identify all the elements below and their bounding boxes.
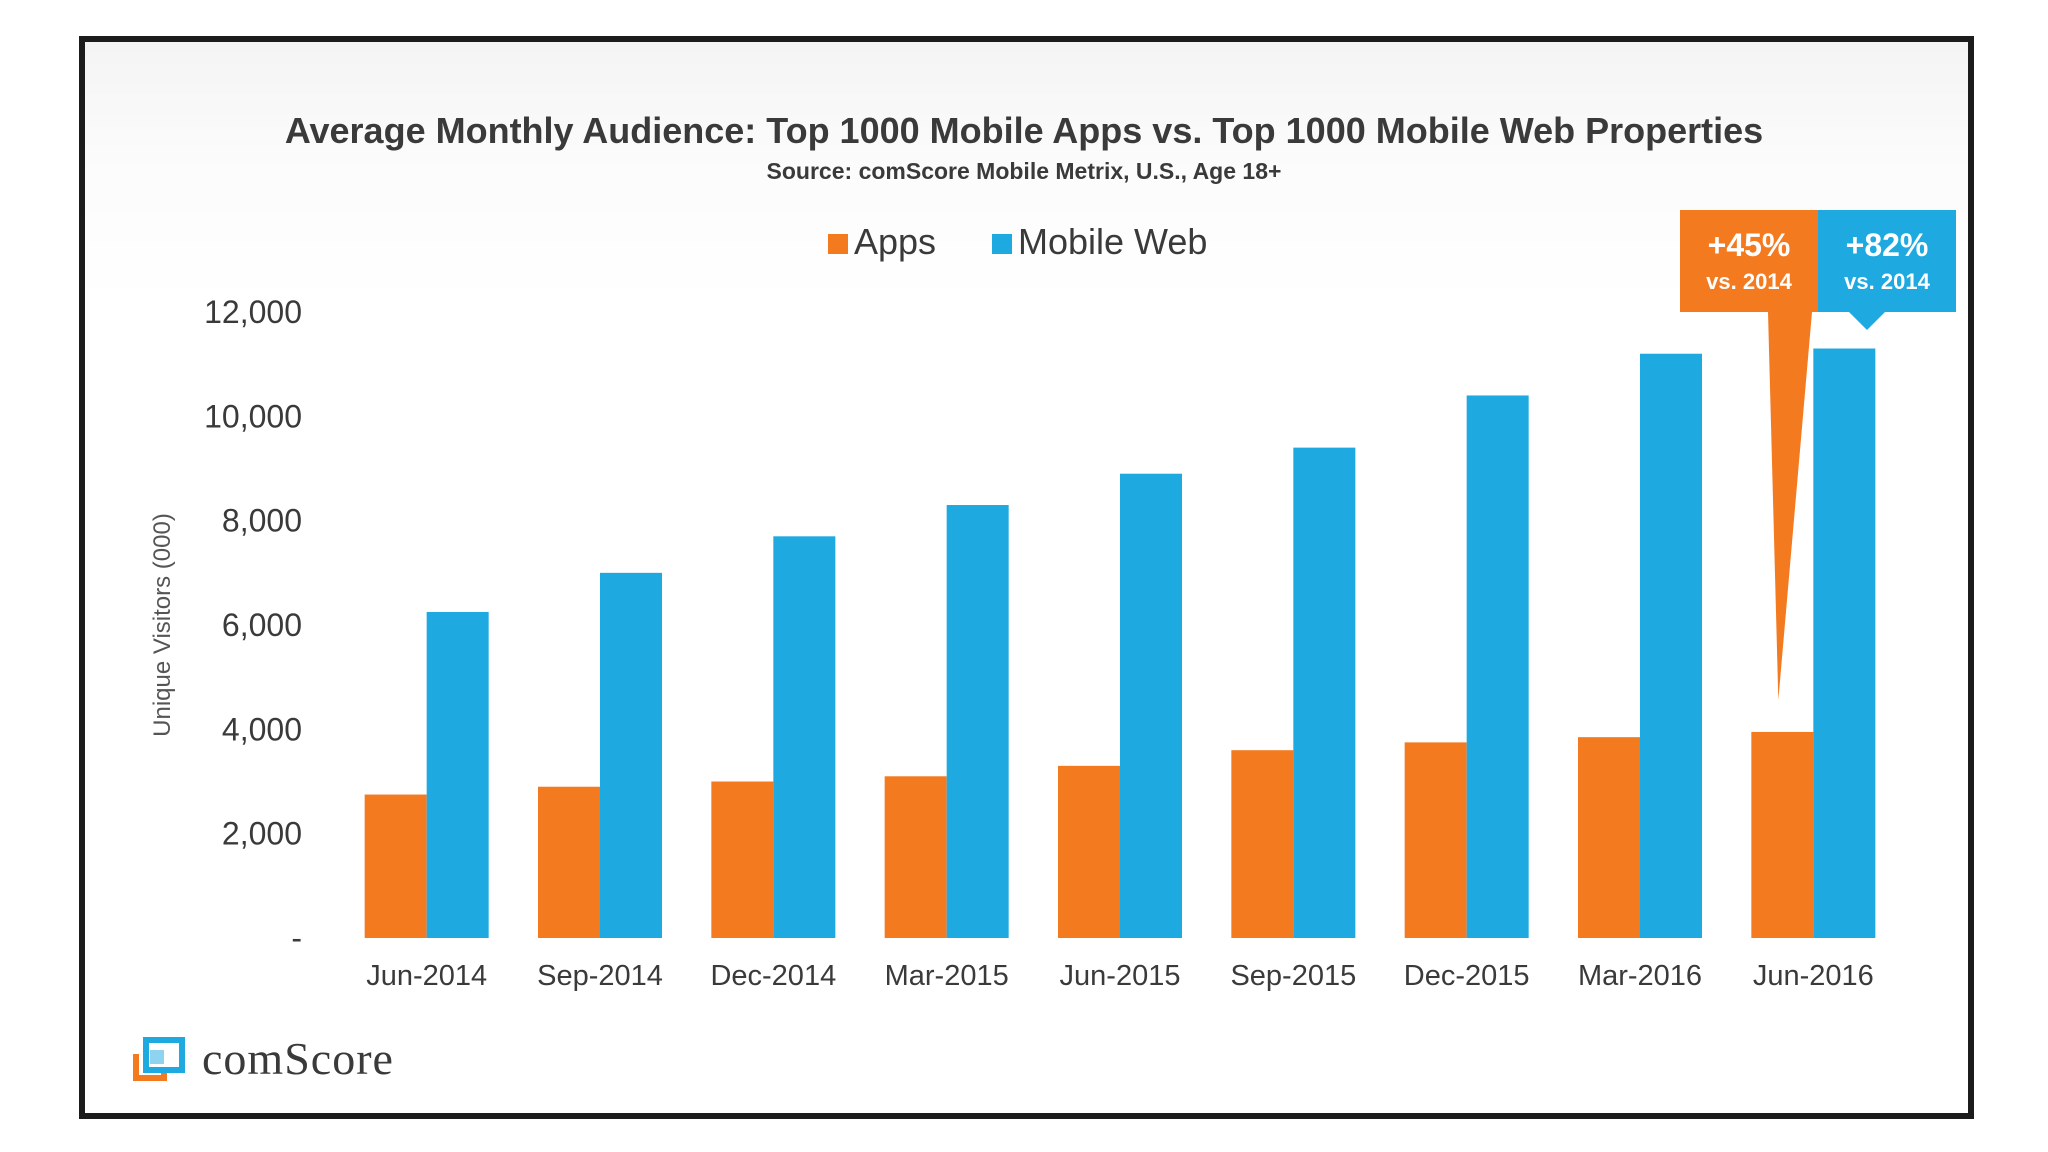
bar-apps (711, 781, 774, 938)
legend-swatch-mobile-web (992, 234, 1012, 254)
chart-subtitle: Source: comScore Mobile Metrix, U.S., Ag… (766, 158, 1282, 184)
y-tick-label: 12,000 (204, 294, 302, 330)
y-axis-title: Unique Visitors (000) (149, 513, 176, 737)
bar-apps (538, 786, 600, 938)
x-tick-label: Mar-2015 (885, 960, 1009, 992)
bar-mobile-web (1813, 348, 1876, 938)
y-tick-label: 2,000 (222, 816, 302, 852)
bar-mobile-web (1466, 395, 1529, 938)
callout-apps-value: +45% (1708, 227, 1791, 263)
legend-label-apps: Apps (854, 221, 936, 262)
y-tick-label: 6,000 (222, 607, 302, 643)
comscore-logo: comScore (130, 1030, 394, 1086)
bar-mobile-web (773, 536, 836, 938)
bar-apps (364, 794, 427, 938)
legend-swatch-apps (828, 234, 848, 254)
callout-mobile-web-box (1818, 210, 1956, 312)
x-tick-label: Jun-2014 (366, 960, 487, 992)
callout-mobile-web-subtext: vs. 2014 (1844, 269, 1930, 294)
bar-mobile-web (1640, 353, 1702, 938)
bar-apps (884, 776, 947, 938)
x-tick-label: Sep-2015 (1230, 960, 1356, 992)
bar-apps (1578, 737, 1640, 938)
x-tick-label: Dec-2015 (1404, 960, 1530, 992)
callout-mobile-web-pointer (1849, 312, 1885, 330)
x-tick-label: Mar-2016 (1578, 960, 1702, 992)
y-tick-label: 4,000 (222, 711, 302, 747)
bar-apps (1751, 731, 1814, 938)
bar-mobile-web (1120, 473, 1182, 938)
legend-label-mobile-web: Mobile Web (1018, 221, 1207, 262)
callout-apps-pointer (1768, 312, 1812, 700)
y-tick-label: 10,000 (204, 398, 302, 434)
bar-apps (1058, 765, 1120, 938)
x-tick-label: Sep-2014 (537, 960, 663, 992)
comscore-logo-icon (130, 1032, 188, 1084)
callout-mobile-web-value: +82% (1846, 227, 1929, 263)
callout-apps-subtext: vs. 2014 (1706, 269, 1792, 294)
bar-mobile-web (600, 572, 662, 938)
x-tick-label: Jun-2016 (1753, 960, 1874, 992)
callout-apps-box (1680, 210, 1818, 312)
x-tick-label: Jun-2015 (1060, 960, 1181, 992)
x-tick-label: Dec-2014 (710, 960, 836, 992)
bar-apps (1231, 750, 1294, 938)
bar-apps (1404, 742, 1467, 938)
y-tick-label: 8,000 (222, 503, 302, 539)
chart-title: Average Monthly Audience: Top 1000 Mobil… (284, 110, 1764, 151)
bar-mobile-web (1293, 447, 1356, 938)
bar-mobile-web (946, 505, 1009, 938)
comscore-logo-text: comScore (202, 1032, 394, 1084)
y-tick-label: - (291, 920, 302, 956)
bar-mobile-web (426, 611, 489, 938)
